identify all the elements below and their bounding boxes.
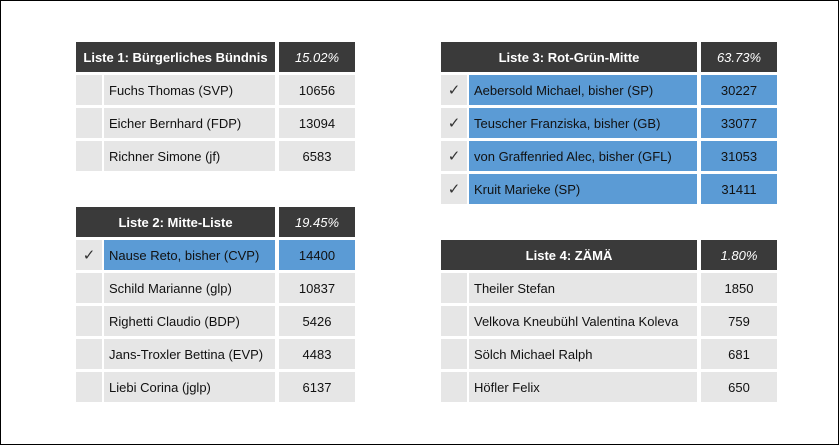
candidate-votes: 31411 — [701, 174, 777, 204]
candidate-name: Sölch Michael Ralph — [469, 339, 697, 369]
list-title: Liste 2: Mitte-Liste — [76, 207, 275, 237]
candidate-name: Nause Reto, bisher (CVP) — [104, 240, 275, 270]
list-percentage: 15.02% — [279, 42, 355, 72]
candidate-name: Teuscher Franziska, bisher (GB) — [469, 108, 697, 138]
elected-checkmark — [441, 273, 467, 303]
candidate-name: Theiler Stefan — [469, 273, 697, 303]
elected-checkmark — [76, 372, 102, 402]
elected-checkmark: ✓ — [76, 240, 102, 270]
candidate-name: Jans-Troxler Bettina (EVP) — [104, 339, 275, 369]
candidate-name: Kruit Marieke (SP) — [469, 174, 697, 204]
candidate-name: Liebi Corina (jglp) — [104, 372, 275, 402]
candidate-votes: 13094 — [279, 108, 355, 138]
elected-checkmark — [441, 306, 467, 336]
candidate-name: von Graffenried Alec, bisher (GFL) — [469, 141, 697, 171]
elected-checkmark — [76, 75, 102, 105]
candidate-votes: 759 — [701, 306, 777, 336]
candidate-votes: 33077 — [701, 108, 777, 138]
list-percentage: 63.73% — [701, 42, 777, 72]
candidate-name: Velkova Kneubühl Valentina Koleva — [469, 306, 697, 336]
elected-checkmark — [76, 108, 102, 138]
candidate-name: Richner Simone (jf) — [104, 141, 275, 171]
list-percentage: 1.80% — [701, 240, 777, 270]
elected-checkmark — [76, 306, 102, 336]
candidate-name: Eicher Bernhard (FDP) — [104, 108, 275, 138]
candidate-votes: 5426 — [279, 306, 355, 336]
elected-checkmark — [76, 339, 102, 369]
candidate-votes: 6137 — [279, 372, 355, 402]
candidate-name: Höfler Felix — [469, 372, 697, 402]
elected-checkmark: ✓ — [441, 141, 467, 171]
elected-checkmark: ✓ — [441, 174, 467, 204]
candidate-name: Fuchs Thomas (SVP) — [104, 75, 275, 105]
candidate-votes: 1850 — [701, 273, 777, 303]
elected-checkmark: ✓ — [441, 75, 467, 105]
candidate-votes: 650 — [701, 372, 777, 402]
list-title: Liste 4: ZÄMÄ — [441, 240, 697, 270]
elected-checkmark: ✓ — [441, 108, 467, 138]
candidate-votes: 10837 — [279, 273, 355, 303]
candidate-name: Aebersold Michael, bisher (SP) — [469, 75, 697, 105]
candidate-name: Schild Marianne (glp) — [104, 273, 275, 303]
candidate-votes: 30227 — [701, 75, 777, 105]
elected-checkmark — [76, 141, 102, 171]
candidate-votes: 14400 — [279, 240, 355, 270]
candidate-votes: 681 — [701, 339, 777, 369]
candidate-votes: 31053 — [701, 141, 777, 171]
elected-checkmark — [441, 372, 467, 402]
elected-checkmark — [441, 339, 467, 369]
list-title: Liste 3: Rot-Grün-Mitte — [441, 42, 697, 72]
list-title: Liste 1: Bürgerliches Bündnis — [76, 42, 275, 72]
candidate-votes: 4483 — [279, 339, 355, 369]
candidate-name: Righetti Claudio (BDP) — [104, 306, 275, 336]
list-percentage: 19.45% — [279, 207, 355, 237]
elected-checkmark — [76, 273, 102, 303]
candidate-votes: 6583 — [279, 141, 355, 171]
candidate-votes: 10656 — [279, 75, 355, 105]
